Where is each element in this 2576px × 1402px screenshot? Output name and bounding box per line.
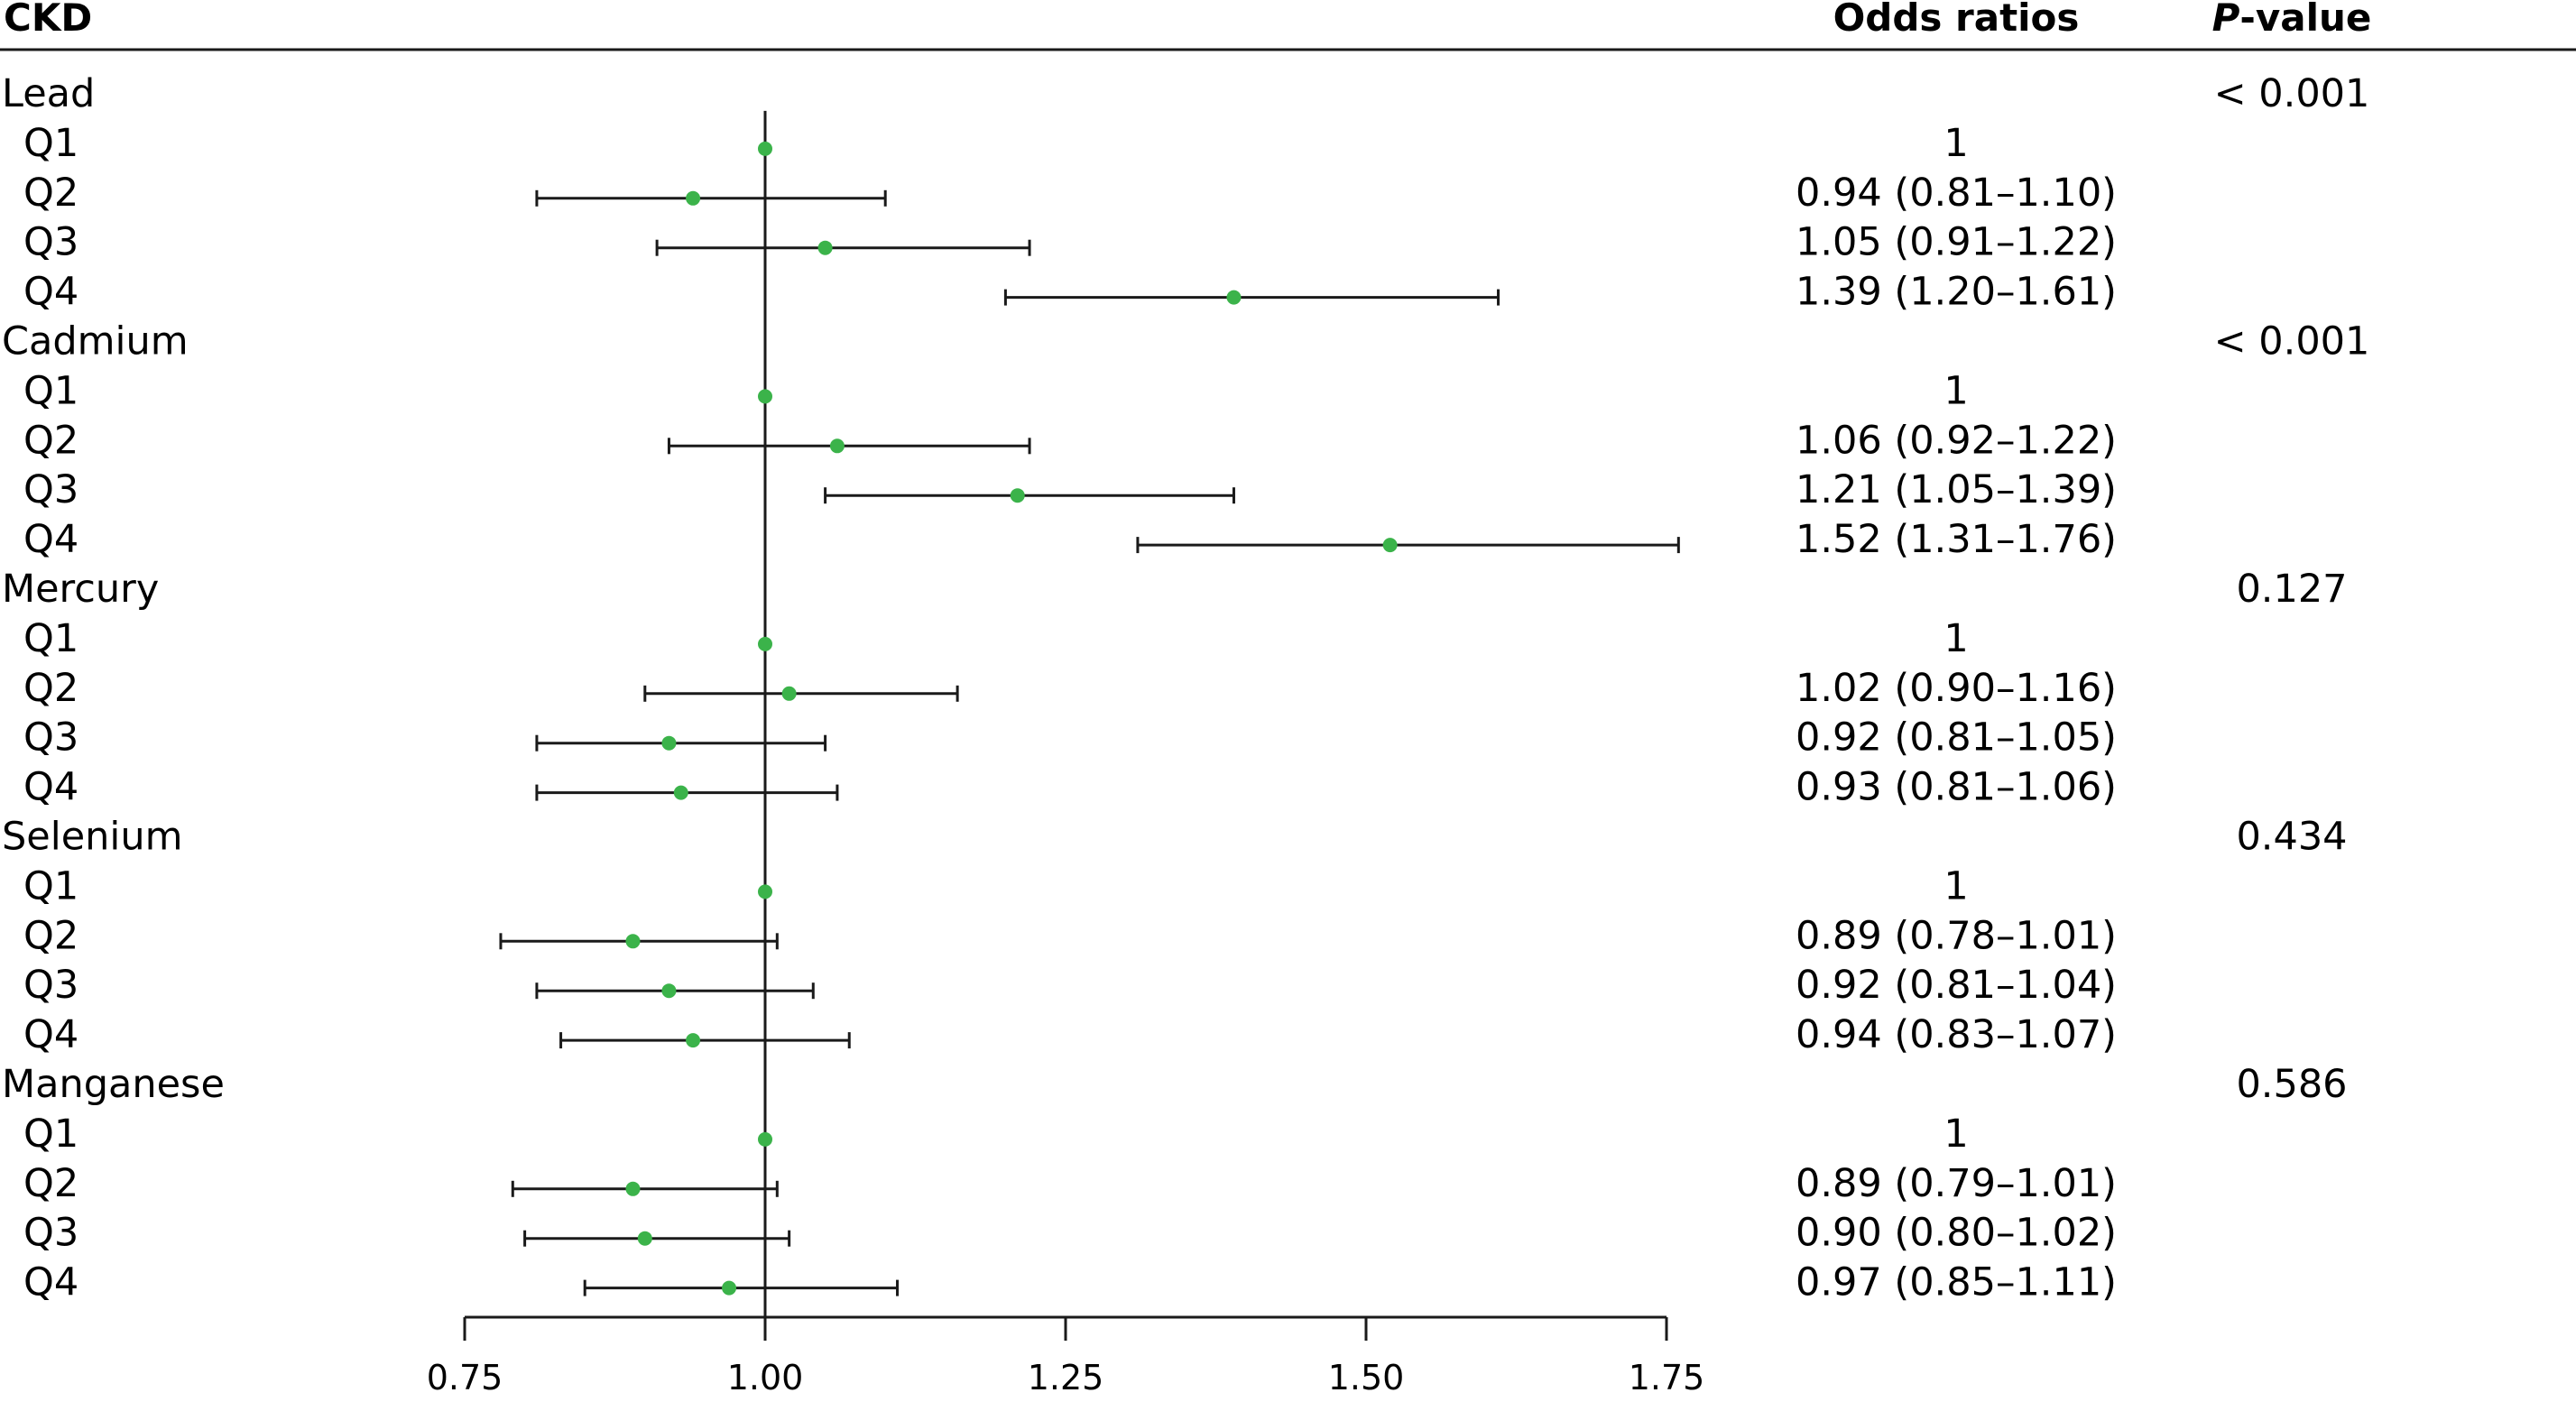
- odds-ratio-text: 0.89 (0.79–1.01): [1796, 1161, 2117, 1206]
- odds-ratio-text: 1.52 (1.31–1.76): [1796, 517, 2117, 562]
- group-label-manganese: Manganese: [2, 1062, 225, 1107]
- group-label-mercury: Mercury: [2, 567, 159, 612]
- row-label: Q3: [23, 963, 78, 1008]
- x-tick-label: 1.50: [1328, 1358, 1405, 1397]
- x-axis: 0.75 1.00 1.25 1.50 1.75: [427, 1315, 1705, 1397]
- odds-ratio-text: 0.94 (0.83–1.07): [1796, 1012, 2117, 1057]
- odds-ratio-text: 0.93 (0.81–1.06): [1796, 765, 2117, 810]
- odds-ratio-point: [1226, 290, 1242, 305]
- odds-ratio-text: 1: [1944, 121, 1968, 166]
- odds-ratio-text: 0.97 (0.85–1.11): [1796, 1260, 2117, 1305]
- p-value-mercury: 0.127: [2236, 567, 2347, 612]
- forest-rows: Lead < 0.001 Q1 1 Q2 0.94 (0.81–1.10) Q3 1.05 (…: [2, 71, 2369, 1317]
- odds-ratio-text: 1: [1944, 1111, 1968, 1157]
- odds-ratio-text: 1: [1944, 368, 1968, 413]
- row-label: Q1: [23, 368, 78, 413]
- row-label: Q3: [23, 467, 78, 512]
- row-label: Q4: [23, 517, 78, 562]
- x-tick-label: 1.00: [727, 1358, 804, 1397]
- row-label: Q2: [23, 171, 78, 216]
- row-label: Q2: [23, 666, 78, 711]
- row-label: Q2: [23, 418, 78, 463]
- header-p-suffix: -value: [2239, 0, 2371, 40]
- row-label: Q3: [23, 220, 78, 265]
- odds-ratio-point: [722, 1280, 737, 1296]
- x-tick-label: 0.75: [427, 1358, 503, 1397]
- row-label: Q3: [23, 1211, 78, 1256]
- row-label: Q2: [23, 913, 78, 958]
- p-value-selenium: 0.434: [2236, 815, 2347, 860]
- odds-ratio-point: [758, 141, 772, 156]
- row-label: Q1: [23, 863, 78, 909]
- odds-ratio-text: 0.90 (0.80–1.02): [1796, 1211, 2117, 1256]
- odds-ratio-text: 1.06 (0.92–1.22): [1796, 418, 2117, 463]
- odds-ratio-text: 1.05 (0.91–1.22): [1796, 220, 2117, 265]
- odds-ratio-text: 0.92 (0.81–1.05): [1796, 715, 2117, 761]
- row-label: Q4: [23, 270, 78, 315]
- odds-ratio-point: [1010, 488, 1025, 503]
- odds-ratio-point: [661, 735, 677, 751]
- row-label: Q1: [23, 1111, 78, 1157]
- odds-ratio-point: [829, 438, 845, 454]
- group-label-cadmium: Cadmium: [2, 319, 189, 364]
- odds-ratio-point: [817, 240, 833, 255]
- row-label: Q4: [23, 1260, 78, 1305]
- odds-ratio-text: 0.89 (0.78–1.01): [1796, 913, 2117, 958]
- group-label-selenium: Selenium: [2, 815, 183, 860]
- odds-ratio-point: [661, 983, 677, 999]
- odds-ratio-text: 1.39 (1.20–1.61): [1796, 270, 2117, 315]
- odds-ratio-text: 1.21 (1.05–1.39): [1796, 467, 2117, 512]
- row-label: Q3: [23, 715, 78, 761]
- odds-ratio-text: 1: [1944, 863, 1968, 909]
- odds-ratio-point: [758, 1131, 772, 1147]
- p-value-manganese: 0.586: [2236, 1062, 2347, 1107]
- odds-ratio-point: [686, 1033, 701, 1048]
- x-tick-label: 1.75: [1629, 1358, 1705, 1397]
- row-label: Q2: [23, 1161, 78, 1206]
- odds-ratio-point: [637, 1231, 652, 1246]
- odds-ratio-point: [673, 785, 688, 800]
- odds-ratio-point: [758, 389, 772, 404]
- odds-ratio-text: 0.92 (0.81–1.04): [1796, 963, 2117, 1008]
- header-p-value: P-value: [2212, 0, 2372, 40]
- odds-ratio-point: [758, 884, 772, 899]
- odds-ratio-point: [625, 934, 641, 949]
- header-p-italic: P: [2212, 0, 2240, 40]
- odds-ratio-point: [758, 636, 772, 651]
- odds-ratio-text: 1: [1944, 616, 1968, 661]
- header-ckd: CKD: [4, 0, 92, 40]
- p-value-cadmium: < 0.001: [2214, 319, 2370, 364]
- row-label: Q1: [23, 121, 78, 166]
- p-value-lead: < 0.001: [2214, 71, 2370, 116]
- odds-ratio-point: [1382, 538, 1398, 553]
- header-odds-ratios: Odds ratios: [1833, 0, 2080, 40]
- odds-ratio-text: 1.02 (0.90–1.16): [1796, 666, 2117, 711]
- odds-ratio-point: [625, 1181, 641, 1196]
- group-label-lead: Lead: [2, 71, 95, 116]
- row-label: Q4: [23, 1012, 78, 1057]
- row-label: Q4: [23, 765, 78, 810]
- odds-ratio-point: [781, 686, 797, 701]
- odds-ratio-point: [686, 190, 701, 206]
- x-tick-label: 1.25: [1028, 1358, 1104, 1397]
- odds-ratio-text: 0.94 (0.81–1.10): [1796, 171, 2117, 216]
- row-label: Q1: [23, 616, 78, 661]
